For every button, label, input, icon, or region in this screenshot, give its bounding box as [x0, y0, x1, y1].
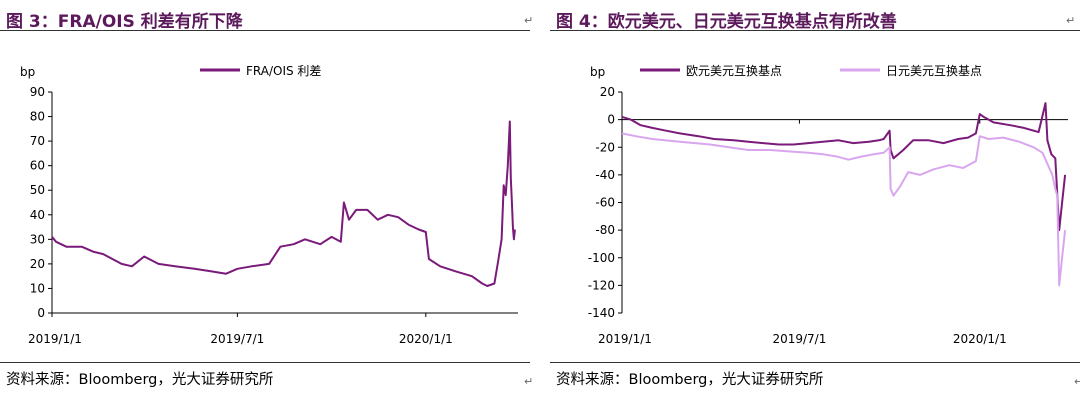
y-tick-label: -140 [588, 306, 615, 320]
y-tick-label: 60 [30, 159, 45, 173]
x-tick-label: 2020/1/1 [953, 332, 1007, 346]
fra-ois-spread-chart: 0 10 20 30 40 50 60 70 80 90 bp 2019/1/1 2019/7/1 202… [20, 64, 518, 346]
figure-3-source: 资料来源：Bloomberg，光大证券研究所 [6, 372, 274, 388]
y-tick-label: 50 [30, 183, 45, 197]
series-line-1 [621, 102, 1067, 232]
series-line-2 [621, 132, 1067, 287]
y-tick-label: -120 [588, 278, 615, 292]
y-axis-label: bp [20, 65, 35, 79]
x-tick-label: 2019/1/1 [598, 332, 652, 346]
source-rule [0, 362, 530, 363]
legend-label-1: 欧元美元互换基点 [686, 64, 782, 78]
title-rule [0, 30, 530, 31]
figure-4-source: 资料来源：Bloomberg，光大证券研究所 [556, 372, 824, 388]
x-tick-label: 2020/1/1 [399, 332, 453, 346]
x-tick-label: 2019/7/1 [772, 332, 826, 346]
x-tick-label: 2019/7/1 [210, 332, 264, 346]
y-tick-label: -80 [595, 223, 615, 237]
y-tick-label: 20 [600, 85, 615, 99]
y-tick-label: 20 [30, 257, 45, 271]
y-tick-label: 10 [30, 281, 45, 295]
figure-3-panel: 图 3：FRA/OIS 利差有所下降 ↵ 0 10 20 30 40 50 60 70 80 90… [0, 0, 534, 410]
x-tick-label: 2019/1/1 [28, 332, 82, 346]
cross-currency-basis-chart: 20 0 -20 -40 -60 -80 -100 -120 -140 bp 2019/1/1 201… [588, 64, 1068, 346]
y-tick-label: 0 [37, 306, 45, 320]
figure-3-title: 图 3：FRA/OIS 利差有所下降 [6, 12, 243, 32]
y-tick-label: 30 [30, 232, 45, 246]
legend-label-2: 日元美元互换基点 [886, 64, 982, 78]
paragraph-mark-icon: ↵ [524, 14, 534, 27]
legend-label-1: FRA/OIS 利差 [246, 64, 321, 78]
y-tick-label: -100 [588, 251, 615, 265]
y-tick-label: -60 [595, 196, 615, 210]
y-tick-label: -20 [595, 140, 615, 154]
paragraph-mark-icon: ↵ [1066, 14, 1076, 27]
y-tick-label: 90 [30, 85, 45, 99]
paragraph-mark-icon: ↵ [524, 375, 534, 388]
y-tick-label: 0 [607, 113, 615, 127]
figure-4-title: 图 4：欧元美元、日元美元互换基点有所改善 [556, 12, 897, 32]
y-tick-label: -40 [595, 168, 615, 182]
series-line-1 [51, 120, 516, 287]
y-axis-label: bp [590, 65, 605, 79]
y-tick-label: 80 [30, 110, 45, 124]
figure-4-panel: 图 4：欧元美元、日元美元互换基点有所改善 ↵ 20 0 -20 -40 -60 -80 -… [550, 0, 1080, 410]
paragraph-mark-icon: ↵ [1074, 375, 1080, 388]
y-tick-label: 70 [30, 134, 45, 148]
y-tick-label: 40 [30, 208, 45, 222]
title-rule [550, 30, 1080, 31]
source-rule [550, 362, 1080, 363]
